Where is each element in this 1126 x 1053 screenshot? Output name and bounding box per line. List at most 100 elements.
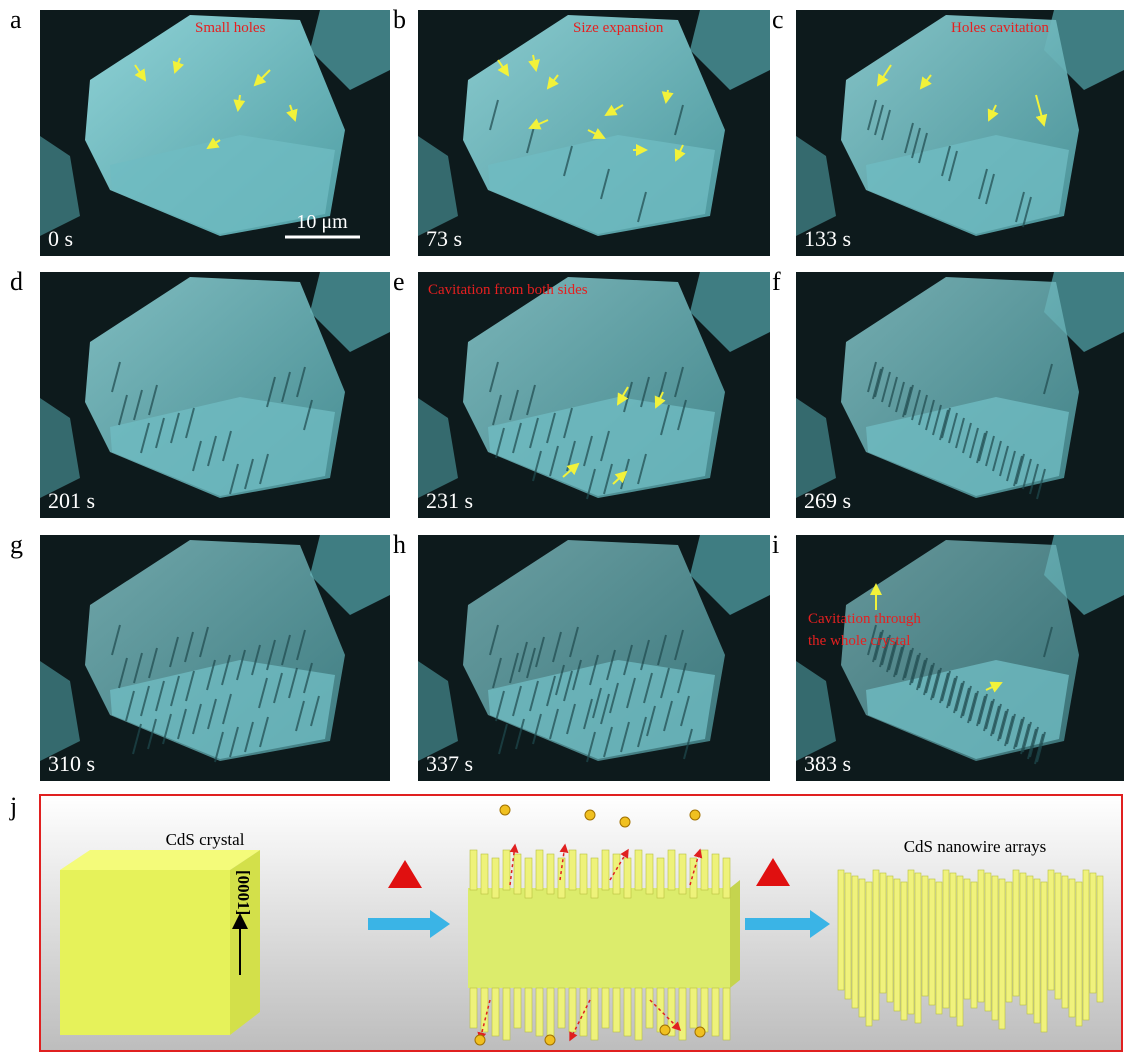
molecule: [695, 1027, 705, 1037]
nanowire: [591, 858, 598, 898]
nanowire: [635, 988, 642, 1040]
sem-panel: 201 s: [40, 272, 390, 518]
nanowire: [901, 882, 907, 1020]
nanowire: [1055, 873, 1061, 999]
nanowire: [679, 854, 686, 894]
sem-panel: Size expansion73 s: [418, 10, 770, 256]
scale-bar-label: 10 μm: [296, 211, 348, 233]
panel-letter: j: [9, 792, 17, 821]
nanowire: [1062, 876, 1068, 1008]
nanowire: [525, 988, 532, 1032]
nanowire: [536, 850, 543, 890]
nanowire: [1090, 873, 1096, 993]
nanowire: [992, 876, 998, 1020]
nanowire: [1027, 876, 1033, 1014]
time-label: 337 s: [426, 751, 473, 776]
nanowire: [1034, 879, 1040, 1023]
time-label: 133 s: [804, 226, 851, 251]
molecule: [690, 810, 700, 820]
time-label: 383 s: [804, 751, 851, 776]
nanowire: [503, 850, 510, 890]
time-label: 73 s: [426, 226, 462, 251]
nanowire: [690, 858, 697, 898]
nanowire: [558, 988, 565, 1028]
annotation: Cavitation through: [808, 611, 921, 627]
panel-letter: b: [393, 5, 406, 34]
time-label: 201 s: [48, 488, 95, 513]
nanowire: [936, 882, 942, 1014]
panel-letter: h: [393, 530, 406, 559]
nanowire: [1041, 882, 1047, 1032]
nanowire: [591, 988, 598, 1040]
nanowire: [908, 870, 914, 1014]
molecule: [500, 805, 510, 815]
nanowire: [470, 988, 477, 1028]
nanowire: [481, 854, 488, 894]
annotation: Small holes: [195, 20, 266, 36]
time-label: 269 s: [804, 488, 851, 513]
nanowire: [957, 876, 963, 1026]
nanowire: [547, 988, 554, 1040]
direction-label: [0001]: [234, 870, 253, 915]
nanowire: [580, 854, 587, 894]
time-label: 310 s: [48, 751, 95, 776]
nanowire: [470, 850, 477, 890]
annotation: Cavitation from both sides: [428, 282, 588, 298]
nanowire: [646, 854, 653, 894]
nanowire: [723, 988, 730, 1040]
cube-front: [60, 870, 230, 1035]
nanowire: [859, 879, 865, 1017]
nanowire: [679, 988, 686, 1040]
sem-panel: Cavitation through the whole crystal 383 s: [796, 535, 1124, 781]
molecule: [585, 810, 595, 820]
nanowire: [569, 988, 576, 1032]
nanowire: [602, 988, 609, 1028]
molecule: [475, 1035, 485, 1045]
nanowire: [668, 850, 675, 890]
sem-panel: 269 s: [796, 272, 1124, 518]
panel-letter: d: [10, 267, 23, 296]
panel-letter: a: [10, 5, 22, 34]
nanowire: [978, 870, 984, 1002]
nanowire: [873, 870, 879, 1020]
nanowire: [880, 873, 886, 993]
nanowire: [894, 879, 900, 1011]
nanowire: [1069, 879, 1075, 1017]
nanowire: [1076, 882, 1082, 1026]
nanowire: [492, 858, 499, 898]
nanowire: [635, 850, 642, 890]
nanowire: [624, 988, 631, 1036]
sem-panel: Small holes 0 s 10 μm: [40, 10, 390, 256]
nanowire: [1048, 870, 1054, 990]
nanowire: [646, 988, 653, 1028]
nanowire: [613, 988, 620, 1032]
sem-panel: Cavitation from both sides231 s: [418, 272, 770, 518]
nanowire: [657, 858, 664, 898]
nanowire: [514, 854, 521, 894]
annotation: Holes cavitation: [951, 20, 1049, 36]
annotation: the whole crystal: [808, 633, 910, 649]
cube-top: [60, 850, 260, 870]
nanowire: [838, 870, 844, 990]
nanowire: [492, 988, 499, 1036]
nanowire: [624, 858, 631, 898]
nanowire: [943, 870, 949, 1008]
nanowire: [503, 988, 510, 1040]
nanowire: [547, 854, 554, 894]
panel-letter: f: [772, 267, 781, 296]
time-label: 0 s: [48, 226, 73, 251]
nanowire: [1013, 870, 1019, 996]
sem-panel: 337 s: [418, 535, 770, 781]
nanowire: [481, 988, 488, 1032]
nanowire: [712, 988, 719, 1036]
nanowire: [922, 876, 928, 996]
nanowire: [887, 876, 893, 1002]
nanowire: [929, 879, 935, 1005]
figure: CdS crystal [0001] CdS nanowire arrays j…: [0, 0, 1126, 1053]
nanowire: [525, 858, 532, 898]
panel-letter: i: [772, 530, 779, 559]
nanowire: [514, 988, 521, 1028]
page: CdS crystal [0001] CdS nanowire arrays j…: [0, 0, 1126, 1053]
crystal-label: CdS crystal: [166, 830, 245, 849]
nanowire: [701, 850, 708, 890]
